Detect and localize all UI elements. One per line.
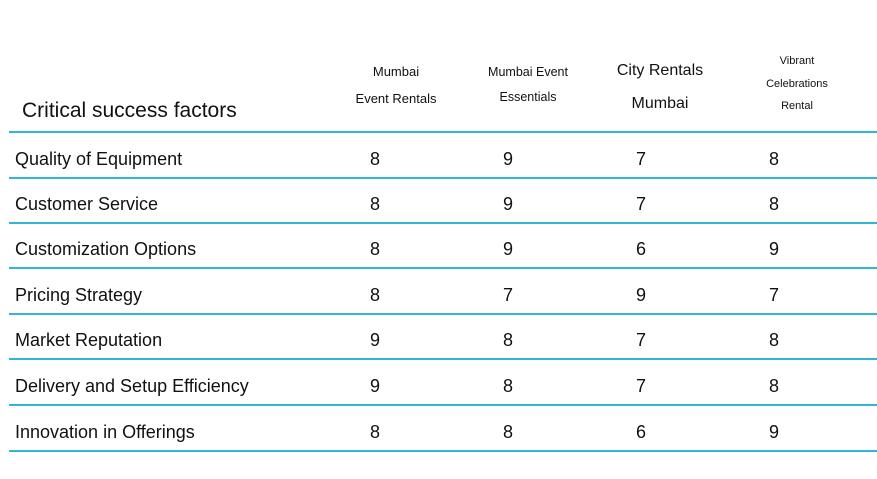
factor-label: Innovation in Offerings: [15, 422, 195, 442]
score-cell: 9: [768, 422, 779, 442]
score-cell: 8: [369, 422, 380, 442]
row-divider: [9, 450, 877, 452]
score-cell: 8: [768, 149, 779, 169]
table-row: Quality of Equipment 8 9 7 8: [0, 144, 877, 174]
score-cell: 7: [768, 285, 779, 305]
row-divider: [9, 222, 877, 224]
score-cell: 8: [768, 330, 779, 350]
score-cell: 6: [635, 239, 646, 259]
row-divider: [9, 267, 877, 269]
score-cell: 7: [635, 376, 646, 396]
score-cell: 8: [369, 194, 380, 214]
table-row: Market Reputation 9 8 7 8: [0, 325, 877, 355]
score-cell: 8: [502, 330, 513, 350]
score-cell: 7: [635, 149, 646, 169]
column-header-line: Celebrations: [766, 77, 828, 90]
table-row: Delivery and Setup Efficiency 9 8 7 8: [0, 371, 877, 401]
column-header-line: Event Rentals: [355, 91, 437, 106]
score-cell: 8: [768, 376, 779, 396]
score-cell: 9: [369, 330, 380, 350]
score-cell: 7: [635, 194, 646, 214]
factor-label: Market Reputation: [15, 330, 163, 350]
table-row: Innovation in Offerings 8 8 6 9: [0, 417, 877, 447]
score-cell: 8: [768, 194, 779, 214]
row-divider: [9, 404, 877, 406]
column-header-line: Essentials: [499, 90, 557, 104]
score-cell: 9: [502, 239, 513, 259]
score-cell: 8: [369, 239, 380, 259]
table-row: Customization Options 8 9 6 9: [0, 234, 877, 264]
score-cell: 6: [635, 422, 646, 442]
score-cell: 9: [502, 149, 513, 169]
column-header-line: Rental: [781, 100, 813, 112]
factor-label: Customization Options: [15, 239, 197, 259]
row-divider: [9, 131, 877, 133]
score-cell: 8: [502, 422, 513, 442]
table-title: Critical success factors: [22, 99, 237, 122]
row-divider: [9, 358, 877, 360]
score-cell: 9: [369, 376, 380, 396]
row-divider: [9, 177, 877, 179]
factor-label: Delivery and Setup Efficiency: [15, 376, 249, 396]
factor-label: Quality of Equipment: [15, 149, 183, 169]
score-cell: 9: [502, 194, 513, 214]
score-cell: 8: [502, 376, 513, 396]
table-row: Customer Service 8 9 7 8: [0, 189, 877, 219]
score-cell: 8: [369, 149, 380, 169]
score-cell: 7: [635, 330, 646, 350]
column-header-line: City Rentals: [616, 62, 704, 79]
column-header-mumbai-event-rentals: Mumbai Event Rentals: [336, 58, 456, 112]
column-header-mumbai-event-essentials: Mumbai Event Essentials: [470, 60, 586, 110]
column-header-line: Mumbai: [631, 95, 689, 112]
score-cell: 7: [502, 285, 513, 305]
score-cell: 9: [768, 239, 779, 259]
row-divider: [9, 313, 877, 315]
column-header-line: Mumbai Event: [488, 65, 568, 79]
factor-label: Customer Service: [15, 194, 159, 214]
score-cell: 8: [369, 285, 380, 305]
factor-label: Pricing Strategy: [15, 285, 143, 305]
column-header-city-rentals-mumbai: City Rentals Mumbai: [600, 54, 720, 120]
column-header-line: Mumbai: [372, 64, 420, 79]
column-header-vibrant-celebrations-rental: Vibrant Celebrations Rental: [740, 50, 854, 118]
table-row: Pricing Strategy 8 7 9 7: [0, 280, 877, 310]
score-cell: 9: [635, 285, 646, 305]
column-header-line: Vibrant: [779, 55, 815, 67]
